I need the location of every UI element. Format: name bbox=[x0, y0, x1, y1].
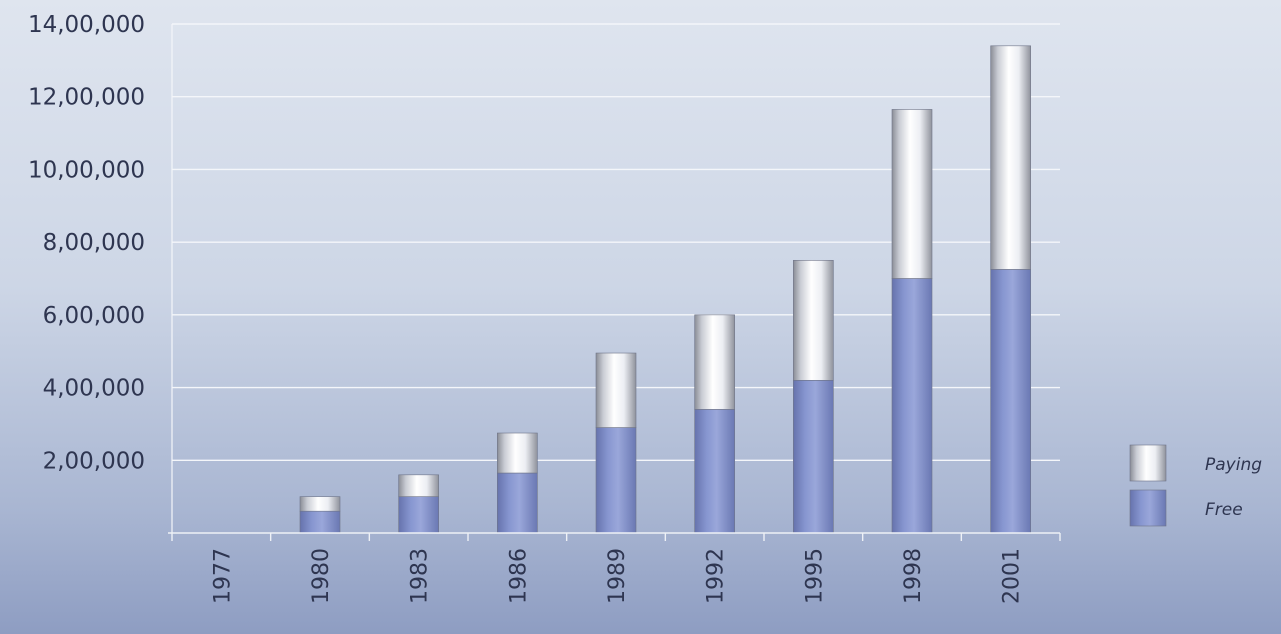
x-axis-tick-labels: 1977 1980 1983 1986 1989 1992 1995 1998 2001 bbox=[210, 548, 1024, 604]
bar-free-2001 bbox=[990, 269, 1031, 534]
x-axis bbox=[168, 532, 1061, 541]
bar-free-1986 bbox=[497, 472, 538, 534]
x-tick-label: 1992 bbox=[704, 548, 729, 604]
bar-paying-1992 bbox=[694, 314, 735, 410]
y-tick-label: 8,00,000 bbox=[43, 230, 145, 256]
bar-paying-1980 bbox=[299, 496, 341, 512]
x-tick-label: 1986 bbox=[506, 548, 531, 604]
y-axis-tick-labels: 2,00,000 4,00,000 6,00,000 8,00,000 10,00,00… bbox=[28, 12, 145, 474]
legend-label-free: Free bbox=[1205, 500, 1243, 520]
bar-paying-1989 bbox=[595, 352, 637, 428]
bar-paying-1995 bbox=[793, 260, 834, 381]
x-tick-label: 1983 bbox=[408, 548, 433, 604]
x-tick-label: 1980 bbox=[309, 548, 334, 604]
y-tick-label: 2,00,000 bbox=[43, 448, 145, 474]
legend-swatch-free bbox=[1129, 489, 1167, 527]
x-tick-label: 1998 bbox=[901, 548, 926, 604]
y-tick-label: 4,00,000 bbox=[43, 376, 145, 402]
y-tick-label: 12,00,000 bbox=[28, 85, 145, 111]
bar-paying-1986 bbox=[497, 432, 538, 474]
bar-paying-2001 bbox=[990, 45, 1031, 270]
x-tick-label: 1989 bbox=[605, 548, 630, 604]
x-tick-label: 1995 bbox=[802, 548, 827, 604]
y-tick-label: 6,00,000 bbox=[43, 303, 145, 329]
bar-paying-1983 bbox=[398, 474, 439, 497]
gridlines bbox=[171, 23, 1060, 533]
x-tick-label: 2001 bbox=[1000, 548, 1025, 604]
bar-free-1995 bbox=[793, 379, 834, 534]
legend-swatch-paying bbox=[1129, 444, 1167, 482]
bar-free-1980 bbox=[299, 510, 341, 534]
bar-free-1992 bbox=[694, 409, 735, 534]
bars bbox=[299, 45, 1031, 534]
bar-free-1989 bbox=[595, 427, 637, 534]
bar-paying-1998 bbox=[891, 109, 933, 279]
legend: Paying Free bbox=[1129, 444, 1262, 527]
bar-free-1998 bbox=[891, 278, 933, 534]
legend-label-paying: Paying bbox=[1205, 455, 1262, 475]
x-tick-label: 1977 bbox=[210, 548, 235, 604]
bar-free-1983 bbox=[398, 496, 439, 534]
y-tick-label: 10,00,000 bbox=[28, 157, 145, 183]
y-tick-label: 14,00,000 bbox=[28, 12, 145, 38]
